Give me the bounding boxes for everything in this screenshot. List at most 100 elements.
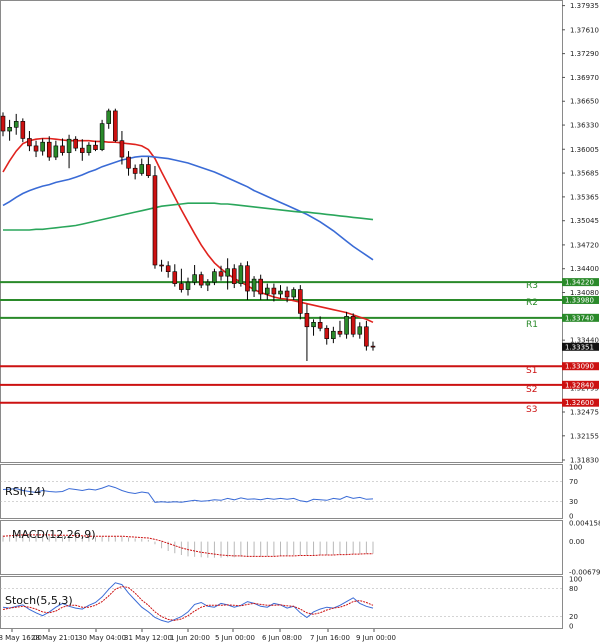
price-tick-label: 1.35045	[570, 217, 599, 225]
candle-body-down	[0, 115, 6, 132]
level-value-s1: 1.33090	[565, 363, 594, 371]
candle-body-up	[40, 141, 45, 152]
stoch-tick-label: 80	[569, 585, 578, 593]
candle-body-up	[106, 110, 111, 124]
candle-body-down	[271, 287, 277, 295]
candle-body-up	[331, 330, 336, 339]
rsi-pane: 100 70 30 0	[0, 464, 582, 521]
macd-signal-line	[2, 534, 373, 557]
current-price: 1.33351	[562, 342, 599, 351]
candle-body-down	[93, 144, 98, 150]
candle-body-down	[113, 110, 118, 141]
time-tick-label: 6 Jun 08:00	[262, 634, 302, 642]
candlesticks	[0, 108, 376, 362]
rsi-pane-frame	[0, 464, 563, 519]
current-price-label: 1.33351	[565, 343, 594, 351]
level-value-r2: 1.33980	[565, 296, 594, 304]
candle-body-down	[46, 141, 52, 158]
time-tick-label: 1 Jun 20:00	[170, 634, 210, 642]
macd-pane: 0.004158 0.00 -0.006798	[2, 520, 600, 577]
candle-body-down	[304, 313, 310, 328]
rsi-title: RSI(14)	[5, 485, 45, 498]
candle-body-down	[146, 164, 151, 176]
rsi-tick-label: 70	[569, 478, 578, 486]
candle-body-up	[238, 265, 244, 284]
level-name-s1: S1	[526, 366, 537, 376]
current-price-tag	[562, 342, 599, 351]
time-tick-label: 28 May 21:01	[31, 634, 79, 642]
candle-body-down	[126, 156, 131, 169]
stoch-tick-label: 0	[569, 623, 573, 631]
candle-body-down	[172, 271, 178, 284]
level-tag-s2	[562, 380, 599, 389]
macd-tick-label: 0.004158	[569, 520, 600, 528]
candle-body-down	[284, 290, 290, 298]
candle-body-down	[73, 138, 78, 149]
price-tick-label: 1.37610	[570, 26, 599, 34]
candle-body-down	[231, 268, 237, 284]
candle-body-down	[245, 265, 250, 292]
candle-body-up	[265, 287, 270, 295]
stoch-tick-label: 20	[569, 613, 578, 621]
level-name-s3: S3	[526, 405, 537, 415]
candle-body-down	[159, 264, 164, 267]
level-tag-s3	[562, 398, 599, 407]
price-tick-label: 1.37290	[570, 50, 599, 58]
price-tick-label: 1.34400	[570, 265, 599, 273]
candle-body-down	[165, 265, 171, 272]
candle-body-up	[225, 268, 230, 277]
rsi-tick-label: 30	[569, 498, 578, 506]
ma-line-ma-slow	[3, 202, 374, 231]
stoch-d-line	[2, 585, 374, 621]
level-tag-r3	[562, 278, 599, 287]
candle-body-up	[251, 278, 257, 292]
candle-body-up	[291, 289, 296, 298]
level-tag-s1	[562, 362, 599, 371]
candle-body-up	[13, 121, 19, 128]
level-tag-r2	[562, 295, 599, 304]
stoch-tick-label: 100	[569, 576, 582, 584]
level-value-r3: 1.34220	[565, 279, 594, 287]
price-tick-label: 1.32155	[570, 432, 599, 440]
macd-title: MACD(12,26,9)	[12, 528, 96, 541]
price-tick-label: 1.31830	[570, 457, 599, 465]
level-value-s2: 1.32840	[565, 381, 594, 389]
candle-body-down	[298, 289, 303, 314]
time-tick-label: 28 May 16:00	[0, 634, 42, 642]
candle-body-up	[311, 322, 316, 328]
macd-pane-frame	[0, 520, 563, 575]
price-tick-label: 1.35685	[570, 170, 599, 178]
candle-body-up	[357, 326, 363, 335]
ma-line-ma-fast	[2, 137, 374, 324]
level-tag-r1	[562, 313, 599, 322]
price-tick-label: 1.35365	[570, 193, 599, 201]
rsi-tick-label: 0	[569, 513, 573, 521]
price-tick-label: 1.33440	[570, 337, 599, 345]
ma-line-ma-medium	[2, 155, 374, 261]
candle-body-down	[132, 167, 138, 174]
candle-body-down	[27, 138, 32, 147]
moving-averages	[2, 137, 374, 324]
candle-body-down	[337, 330, 343, 335]
level-name-r1: R1	[526, 320, 538, 330]
stoch-title: Stoch(5,5,3)	[5, 594, 73, 607]
macd-tick-label: 0.00	[569, 538, 585, 546]
candle-body-up	[53, 145, 59, 158]
candle-body-up	[278, 290, 283, 295]
price-tick-label: 1.36005	[570, 146, 599, 154]
candle-body-up	[205, 281, 211, 286]
candle-body-up	[7, 126, 12, 132]
time-tick-label: 7 Jun 16:00	[310, 634, 350, 642]
price-axis: 1.37935 1.37610 1.37290 1.36970 1.36650 1.363…	[562, 2, 599, 465]
level-value-s3: 1.32600	[565, 399, 594, 407]
candle-body-down	[350, 316, 356, 335]
price-tick-label: 1.36650	[570, 98, 599, 106]
stoch-k-line	[2, 582, 374, 623]
candle-body-up	[66, 138, 72, 153]
price-tick-label: 1.34080	[570, 289, 599, 297]
rsi-line	[2, 485, 374, 503]
macd-tick-label: -0.006798	[569, 569, 600, 577]
candle-body-up	[99, 123, 105, 150]
candle-body-down	[370, 345, 376, 348]
